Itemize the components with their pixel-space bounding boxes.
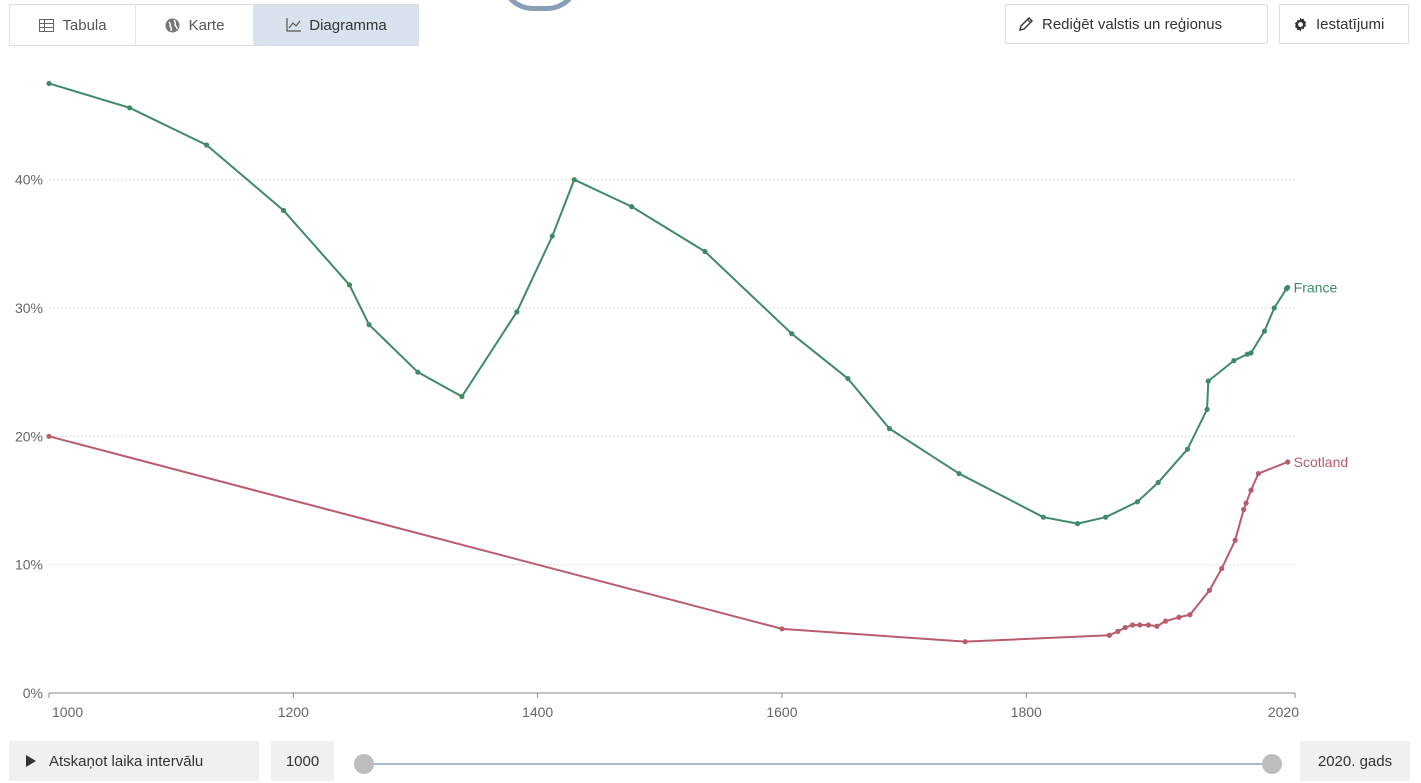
settings-label: Iestatījumi [1316, 15, 1385, 33]
data-point-scotland [1176, 614, 1182, 620]
y-tick-label: 0% [23, 685, 43, 701]
data-point-scotland [779, 626, 785, 632]
data-point-france [514, 309, 520, 315]
data-point-france [1231, 358, 1237, 364]
data-point-scotland [1137, 622, 1143, 628]
play-icon [23, 753, 39, 769]
data-point-france [1285, 284, 1291, 291]
data-point-france [886, 426, 893, 432]
data-point-france [1040, 514, 1046, 520]
data-point-france [956, 470, 962, 477]
data-point-france [1155, 479, 1161, 486]
site-logo-fragment [500, 0, 580, 11]
data-point-scotland [1145, 622, 1152, 628]
data-point-scotland [1285, 459, 1291, 465]
data-point-scotland [1122, 624, 1128, 631]
data-point-scotland [962, 639, 968, 645]
data-point-france [459, 393, 465, 400]
data-point-france [1205, 378, 1211, 384]
data-point-france [46, 80, 52, 87]
data-point-scotland [1241, 506, 1247, 513]
data-point-france [1184, 446, 1191, 452]
pencil-icon [1018, 16, 1034, 32]
data-point-france [1204, 406, 1210, 412]
data-point-france [571, 177, 577, 183]
view-tabs: Tabula Karte Diagramma [9, 4, 419, 46]
tab-map-label: Karte [188, 16, 225, 34]
data-point-scotland [1187, 612, 1193, 618]
data-point-scotland [1232, 537, 1238, 543]
globe-icon [165, 17, 181, 33]
timeline-start-year[interactable]: 1000 [271, 741, 334, 781]
data-point-scotland [1115, 628, 1121, 635]
data-point-france [789, 331, 795, 337]
data-point-france [629, 204, 635, 210]
data-point-france [1261, 328, 1268, 334]
data-point-scotland [46, 433, 52, 439]
data-point-france [346, 282, 353, 288]
data-point-france [280, 207, 287, 214]
data-point-france [203, 142, 210, 148]
tab-chart[interactable]: Diagramma [254, 5, 418, 45]
tab-map[interactable]: Karte [136, 5, 254, 45]
data-point-france [549, 233, 555, 239]
play-timeline-label: Atskaņot laika intervālu [49, 752, 204, 770]
data-point-scotland [1219, 565, 1225, 572]
y-tick-label: 20% [15, 428, 43, 444]
data-point-france [702, 248, 708, 255]
timeline-start-handle[interactable] [354, 754, 374, 774]
series-line-france [48, 82, 1289, 525]
timeline-end-year[interactable]: 2020. gads [1300, 741, 1410, 781]
settings-button[interactable]: Iestatījumi [1279, 4, 1409, 44]
y-tick-label: 40% [15, 172, 43, 188]
data-point-france [1103, 514, 1109, 520]
data-point-france [415, 369, 421, 375]
edit-countries-button[interactable]: Rediģēt valstis un reģionus [1005, 4, 1268, 44]
x-tick-label: 1800 [1011, 704, 1042, 720]
timeline-slider-track[interactable] [364, 763, 1272, 765]
tab-chart-label: Diagramma [309, 16, 387, 34]
data-point-france [1074, 521, 1081, 527]
x-tick-label: 2020 [1268, 704, 1299, 720]
data-point-scotland [1106, 632, 1112, 638]
data-point-france [1134, 499, 1141, 505]
data-point-scotland [1255, 470, 1261, 477]
x-tick-label: 1400 [522, 704, 553, 720]
data-point-scotland [1243, 500, 1249, 506]
y-tick-label: 10% [15, 557, 43, 573]
series-line-scotland [48, 435, 1289, 643]
x-tick-label: 1200 [278, 704, 309, 720]
play-timeline-button[interactable]: Atskaņot laika intervālu [9, 741, 259, 781]
data-point-scotland [1129, 622, 1136, 628]
line-chart: 0% 10% 20% 30% 40% 1000 1200 1400 1600 1800 2020 Fr… [15, 80, 1348, 720]
data-point-france [1248, 350, 1254, 356]
data-point-france [366, 322, 372, 328]
timeline-end-handle[interactable] [1262, 754, 1282, 774]
data-point-france [127, 105, 133, 111]
x-tick-label: 1000 [52, 704, 83, 720]
x-tick-label: 1600 [766, 704, 797, 720]
series-label-scotland: Scotland [1294, 454, 1348, 470]
data-point-scotland [1206, 587, 1213, 593]
line-chart-icon [285, 17, 301, 33]
data-point-france [1271, 305, 1277, 311]
series-label-france: France [1294, 279, 1338, 295]
data-point-scotland [1162, 618, 1169, 624]
data-point-scotland [1154, 623, 1160, 629]
table-icon [38, 17, 54, 33]
data-point-scotland [1248, 487, 1254, 493]
y-tick-label: 30% [15, 300, 43, 316]
edit-countries-label: Rediģēt valstis un reģionus [1042, 15, 1223, 33]
tab-table-label: Tabula [62, 16, 107, 34]
gear-icon [1292, 16, 1308, 32]
data-point-france [845, 375, 851, 382]
tab-table[interactable]: Tabula [10, 5, 136, 45]
